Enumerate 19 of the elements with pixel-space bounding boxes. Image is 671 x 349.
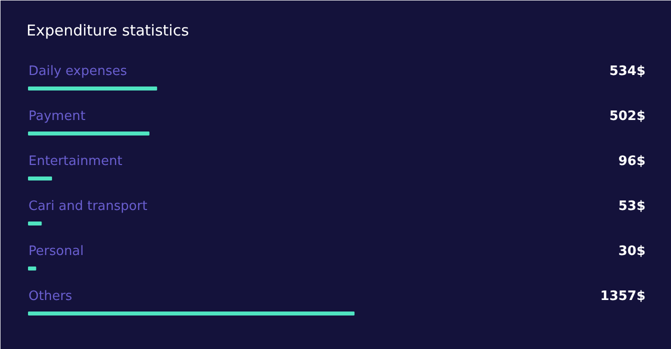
y-tick-label: Entertainment [28,154,122,169]
data-label: 53$ [618,199,646,214]
bar [28,176,52,180]
y-tick-label: Cari and transport [28,199,148,214]
data-label: 96$ [618,154,646,169]
bar [28,266,36,270]
chart-title: Expenditure statistics [26,22,190,40]
bar [28,222,42,226]
bar [28,312,355,316]
data-label: 30$ [618,244,646,259]
y-tick-label: Daily expenses [28,64,128,79]
y-tick-label: Others [28,289,72,304]
y-tick-label: Personal [28,244,84,259]
y-tick-label: Payment [28,109,86,124]
data-label: 502$ [609,109,646,124]
bar [28,132,150,136]
data-label: 1357$ [600,289,646,304]
bar [28,86,158,90]
data-label: 534$ [609,64,646,79]
